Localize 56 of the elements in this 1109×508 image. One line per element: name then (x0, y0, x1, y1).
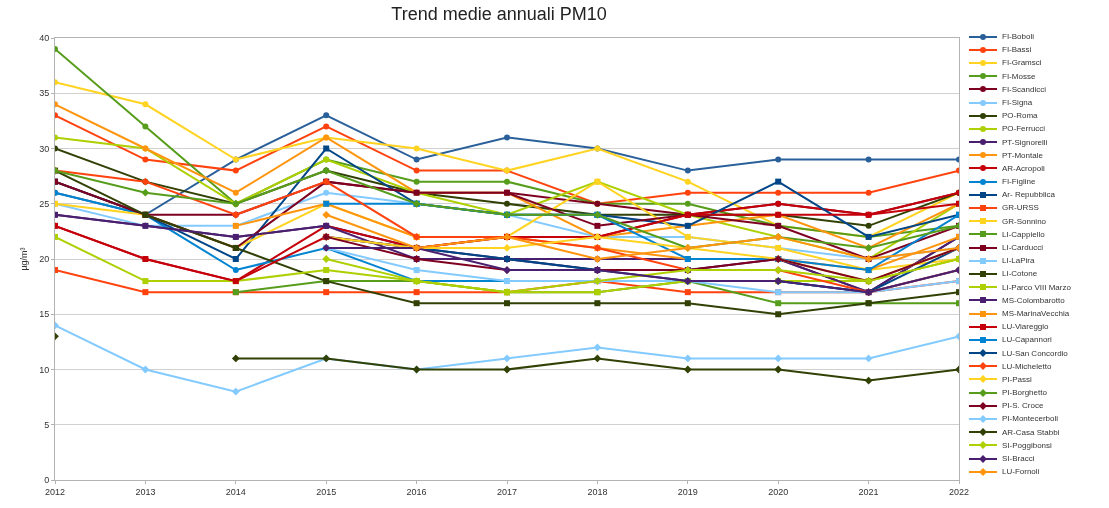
legend-label: GR-URSS (1002, 202, 1039, 215)
legend-label: PI-Montecerboli (1002, 413, 1059, 426)
x-tick-label: 2021 (858, 486, 879, 497)
legend-label: LI-Cotone (1002, 268, 1038, 281)
legend-label: PO-Ferrucci (1002, 123, 1046, 136)
y-tick-label: 40 (39, 33, 50, 44)
legend-label: MS-MarinaVecchia (1002, 307, 1070, 320)
x-tick-label: 2022 (948, 486, 970, 497)
y-tick-label: 0 (44, 475, 50, 486)
x-tick-label: 2019 (677, 486, 698, 497)
y-axis-title: µg/m³ (19, 247, 29, 271)
legend-label: FI-Bassi (1002, 44, 1032, 57)
legend-label: LU-San Concordio (1002, 347, 1068, 360)
legend-label: LU-Micheletto (1002, 360, 1052, 373)
x-tick-label: 2017 (496, 486, 518, 497)
legend-label: GR-Sonnino (1002, 215, 1047, 228)
legend-label: PT-Signorelli (1002, 136, 1048, 149)
legend-label: LI-Cappiello (1002, 228, 1045, 241)
x-tick-label: 2016 (406, 486, 427, 497)
legend-label: SI-Bracci (1002, 453, 1035, 465)
y-tick-label: 5 (44, 419, 50, 430)
x-tick-label: 2013 (135, 486, 156, 497)
legend-label: LU-Viareggio (1002, 321, 1049, 334)
legend-label: LU-Capannori (1002, 334, 1052, 347)
x-tick-label: 2018 (587, 486, 608, 497)
legend-label: PT-Montale (1002, 149, 1043, 162)
legend-label: FI-Scandicci (1002, 83, 1047, 96)
legend-label: PI-Borghetto (1002, 387, 1047, 400)
legend-label: FI-Boboli (1002, 31, 1035, 43)
legend-label: Ar- Repubblica (1002, 189, 1055, 202)
legend-label: AR-Acropoli (1002, 162, 1045, 175)
legend-label: FI-Figline (1002, 176, 1036, 189)
legend-label: LI-Parco VIII Marzo (1002, 281, 1071, 294)
legend-label: PO-Roma (1002, 110, 1038, 123)
legend-label: FI-Mosse (1002, 70, 1036, 83)
x-tick-label: 2012 (44, 486, 66, 497)
y-tick-label: 30 (39, 143, 50, 154)
chart-title: Trend medie annuali PM10 (391, 4, 607, 25)
legend-label: LI-Carducci (1002, 242, 1043, 254)
legend-label: MS-Colombarotto (1002, 294, 1065, 307)
x-tick-label: 2014 (225, 486, 246, 497)
legend-label: SI-Poggibonsi (1002, 439, 1052, 452)
x-tick-label: 2020 (768, 486, 789, 497)
legend-label: PI-S. Croce (1002, 400, 1044, 413)
legend-label: PI-Passi (1002, 373, 1032, 386)
legend-label: LI-LaPira (1002, 255, 1035, 268)
y-tick-label: 35 (39, 88, 50, 99)
y-tick-label: 15 (39, 309, 50, 320)
legend-label: AR-Casa Stabbi (1002, 426, 1060, 439)
x-tick-label: 2015 (316, 486, 337, 497)
legend-label: FI-Signa (1002, 96, 1033, 109)
y-tick-label: 10 (39, 364, 50, 375)
y-tick-label: 25 (39, 198, 50, 209)
legend-label: LU-Fornoli (1002, 466, 1040, 479)
legend-label: FI-Gramsci (1002, 57, 1042, 70)
y-tick-label: 20 (39, 254, 50, 265)
